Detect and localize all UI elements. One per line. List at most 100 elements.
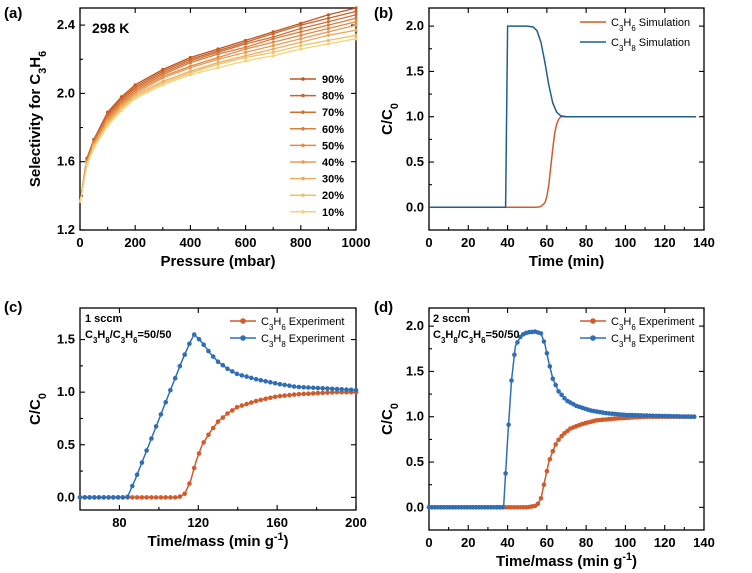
data-point <box>177 494 183 499</box>
data-point <box>556 389 561 394</box>
data-point <box>234 371 240 377</box>
data-point <box>299 37 303 41</box>
legend-marker <box>240 318 246 324</box>
data-point <box>354 20 358 24</box>
data-point <box>106 495 111 500</box>
x-axis-title: Pressure (mbar) <box>160 253 275 270</box>
legend-label: 70% <box>322 107 344 119</box>
x-tick-label: 20 <box>461 235 475 250</box>
data-point <box>299 40 303 44</box>
legend-label: 50% <box>322 140 344 152</box>
data-point <box>258 397 264 403</box>
y-axis-title: C/C0 <box>379 403 401 435</box>
data-point <box>215 359 221 365</box>
data-point <box>329 386 335 392</box>
legend-label: C3H8 Simulation <box>611 37 690 53</box>
data-point <box>161 76 165 80</box>
legend-marker <box>590 318 596 324</box>
data-point <box>239 403 245 408</box>
data-point <box>296 391 302 397</box>
data-point <box>177 363 183 369</box>
data-point <box>320 390 326 396</box>
y-tick-label: 0.0 <box>406 199 424 214</box>
y-axis-title: Selectivity for C3H6 <box>27 51 49 187</box>
x-tick-label: 100 <box>615 535 637 550</box>
legend-label: C3H6 Experiment <box>261 316 344 332</box>
legend-marker <box>240 335 246 341</box>
data-point <box>125 494 130 500</box>
data-point <box>271 40 275 44</box>
panel-label-d: (d) <box>374 299 393 316</box>
data-point <box>550 376 556 382</box>
data-point <box>291 392 297 397</box>
data-point <box>299 33 303 37</box>
legend-label: 60% <box>322 124 344 136</box>
data-point <box>258 378 264 383</box>
legend-marker <box>301 110 305 114</box>
data-point <box>354 23 358 27</box>
data-point <box>310 391 316 396</box>
y-tick-label: 1.5 <box>406 63 424 78</box>
x-tick-label: 140 <box>693 535 715 550</box>
data-point <box>206 348 211 354</box>
series-line <box>429 115 697 209</box>
data-point <box>85 163 89 167</box>
data-point <box>553 442 558 447</box>
data-point <box>282 393 287 398</box>
panel-label-b: (b) <box>374 5 393 22</box>
data-point <box>120 495 126 500</box>
data-point <box>339 387 345 392</box>
legend-label: 80% <box>322 91 344 103</box>
data-point <box>144 448 149 453</box>
data-point <box>82 495 88 500</box>
data-point <box>691 414 697 420</box>
y-tick-label: 1.5 <box>406 363 424 378</box>
y-axis-title: C/C0 <box>27 393 49 425</box>
x-tick-label: 0 <box>425 535 432 550</box>
y-tick-label: 1.6 <box>57 154 75 169</box>
x-axis-title: Time/mass (min g-1) <box>496 551 637 570</box>
y-tick-label: 1.5 <box>57 332 75 347</box>
data-point <box>326 23 330 27</box>
chart-b: 0 20 40 60 80 100 120 140 0.0 0.5 1.0 1.5 2.0 Time (m… <box>379 7 715 270</box>
legend-label: C3H8 Experiment <box>261 333 344 349</box>
data-point <box>306 385 311 390</box>
x-tick-label: 0 <box>76 235 83 250</box>
data-point <box>130 495 135 500</box>
data-point <box>188 66 192 70</box>
data-point <box>196 336 202 342</box>
series-line <box>429 330 695 509</box>
data-point <box>271 50 275 55</box>
data-point <box>134 495 140 500</box>
data-point <box>544 351 550 356</box>
data-point <box>547 364 553 369</box>
data-point <box>225 411 230 416</box>
data-point <box>187 481 192 486</box>
data-point <box>326 26 330 31</box>
data-point <box>225 366 230 372</box>
data-point <box>244 401 249 407</box>
x-tick-label: 60 <box>540 235 554 250</box>
y-tick-label: 0.5 <box>57 437 75 452</box>
data-point <box>541 339 547 344</box>
data-point <box>253 398 259 404</box>
series-line <box>429 415 695 509</box>
data-point <box>244 50 248 55</box>
data-point <box>354 6 358 10</box>
x-tick-label: 200 <box>345 515 367 530</box>
legend-label: 40% <box>322 157 344 169</box>
data-point <box>535 501 541 507</box>
data-point <box>182 491 187 497</box>
data-point <box>216 57 220 61</box>
data-point <box>306 391 311 397</box>
data-point <box>188 73 192 77</box>
data-point <box>272 394 278 400</box>
x-tick-label: 800 <box>290 235 312 250</box>
data-point <box>354 9 358 14</box>
legend-marker <box>301 93 305 98</box>
legend-label: C3H8 Experiment <box>611 333 694 349</box>
x-axis-title: Time (min) <box>529 253 605 270</box>
legend-marker <box>301 210 305 214</box>
data-point <box>268 395 273 401</box>
data-point <box>210 425 216 431</box>
